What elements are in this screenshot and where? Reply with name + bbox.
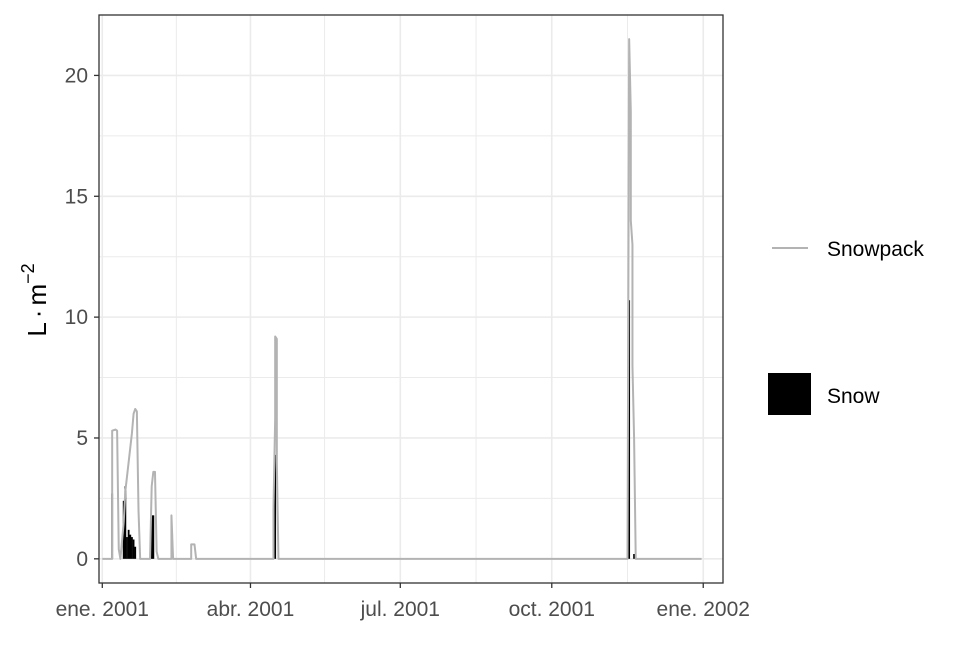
legend: Snowpack Snow	[768, 238, 924, 415]
plot-panel-border	[98, 14, 724, 584]
x-tick-label: ene. 2001	[56, 598, 149, 621]
x-tick-label: oct. 2001	[509, 598, 595, 621]
snow-bar	[124, 486, 127, 559]
snow-bar	[131, 537, 133, 559]
y-tick-label: 5	[76, 427, 88, 450]
y-tick-label: 0	[76, 548, 88, 571]
snow-bar	[274, 454, 277, 559]
grid-minor	[99, 15, 723, 583]
snow-bar	[628, 300, 631, 559]
snow-bar	[126, 537, 128, 559]
snow-bar	[134, 546, 137, 559]
y-tick-label: 20	[65, 64, 88, 87]
snow-bar	[150, 515, 153, 559]
x-tick-label: abr. 2001	[207, 598, 295, 621]
legend-label-snowpack: Snowpack	[827, 238, 924, 261]
y-tick-label: 10	[65, 306, 88, 329]
snow-bar	[633, 553, 635, 559]
snow-bar	[152, 515, 155, 559]
snow-bar	[127, 529, 130, 559]
y-axis: 0 5 10 15 20	[65, 64, 99, 571]
legend-label-snow: Snow	[827, 385, 880, 408]
snowpack-series-line	[102, 38, 702, 560]
x-tick-label: jul. 2001	[360, 598, 440, 621]
x-axis: ene. 2001 abr. 2001 jul. 2001 oct. 2001 ene.…	[56, 583, 750, 621]
x-tick-label: ene. 2002	[657, 598, 750, 621]
y-axis-title: L·m−2	[18, 263, 52, 336]
plot-panel-background	[99, 15, 723, 583]
snow-bar	[129, 534, 132, 559]
snow-bar	[132, 539, 135, 559]
y-tick-label: 15	[65, 185, 88, 208]
legend-key-snow	[768, 373, 811, 415]
